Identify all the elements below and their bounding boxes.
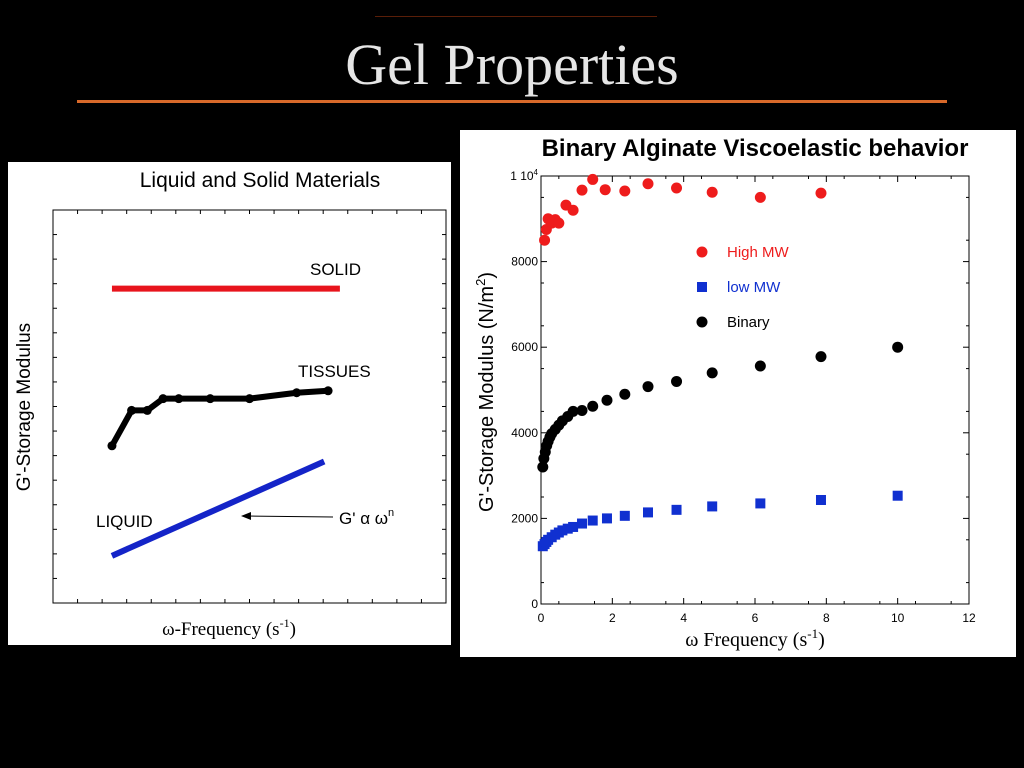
low-mw-point [892, 490, 903, 501]
left-chart-panel: Liquid and Solid Materials SOLID TISSUES… [8, 162, 451, 645]
tissues-point [142, 405, 152, 415]
x-tick-label: 12 [962, 611, 976, 625]
legend-label-low-mw: low MW [727, 279, 781, 296]
liquid-solid-chart: Liquid and Solid Materials SOLID TISSUES… [14, 169, 447, 640]
y-tick-label: 0 [531, 597, 538, 611]
annotation-arrowhead [241, 512, 251, 520]
binary-point [537, 461, 549, 473]
binary-point [601, 394, 613, 406]
left-chart-title: Liquid and Solid Materials [140, 169, 380, 192]
tissues-point [205, 394, 215, 404]
tissues-label: TISSUES [298, 362, 371, 381]
slide-title: Gel Properties [345, 32, 679, 97]
high-mw-point [671, 182, 683, 194]
low-mw-point [643, 507, 653, 518]
tissues-point [107, 441, 117, 451]
x-tick-label: 6 [752, 611, 759, 625]
y-tick-label: 4000 [511, 426, 538, 440]
high-mw-point [599, 184, 611, 196]
right-y-axis-label: G'-Storage Modulus (N/m2) [473, 272, 498, 512]
liquid-label: LIQUID [96, 512, 153, 531]
low-mw-point [619, 510, 630, 521]
tissues-point [245, 394, 254, 404]
high-mw-point [553, 217, 565, 229]
right-plot-frame [540, 175, 970, 605]
low-mw-point [568, 521, 579, 532]
right-legend: High MW low MW Binary [696, 244, 790, 331]
x-tick-label: 4 [680, 611, 687, 625]
legend-label-binary: Binary [727, 314, 770, 331]
tissues-point [158, 394, 168, 404]
alginate-chart: Binary Alginate Viscoelastic behavior 0 2… [473, 135, 976, 651]
high-mw-point [706, 186, 718, 198]
left-frame-ticks [53, 210, 446, 603]
binary-point [671, 375, 683, 387]
low-mw-point [707, 501, 718, 512]
x-tick-label: 8 [823, 611, 830, 625]
left-y-axis-label: G'-Storage Modulus [14, 323, 35, 491]
left-x-axis-label: ω-Frequency (s-1) [162, 616, 296, 640]
x-tick-label: 2 [609, 611, 616, 625]
x-tick-label: 10 [891, 611, 905, 625]
y-tick-label: 6000 [511, 340, 538, 354]
right-x-axis-label: ω Frequency (s-1) [685, 626, 825, 651]
high-mw-point [754, 191, 766, 203]
tissues-line [109, 387, 329, 448]
left-plot-frame [52, 209, 447, 604]
high-mw-point [539, 234, 551, 246]
low-mw-point [601, 513, 612, 524]
binary-point [754, 360, 766, 372]
low-mw-point [755, 498, 766, 509]
legend-marker-low-mw [697, 282, 707, 292]
high-mw-point [619, 185, 631, 197]
legend-marker-high-mw [696, 246, 708, 258]
binary-point [815, 351, 827, 363]
high-mw-point [576, 184, 588, 196]
tissues-point [127, 405, 137, 415]
right-axes-group: 0 2 4 6 8 10 12 0 2000 4000 6000 8000 1 104 [510, 168, 976, 625]
low-mw-point [562, 523, 573, 534]
binary-point [642, 381, 654, 393]
high-mw-point [567, 204, 579, 216]
low-mw-point [577, 518, 588, 529]
y-tick-label: 1 104 [510, 168, 538, 183]
y-tick-label: 8000 [511, 255, 538, 269]
binary-point [587, 400, 599, 412]
high-mw-point [587, 173, 599, 185]
solid-label: SOLID [310, 260, 361, 279]
y-tick-label: 2000 [511, 511, 538, 525]
binary-point [706, 367, 718, 379]
liquid-line [110, 458, 326, 559]
right-series-group [537, 173, 904, 552]
low-mw-point [557, 525, 568, 536]
right-chart-title: Binary Alginate Viscoelastic behavior [542, 135, 969, 162]
right-chart-panel: Binary Alginate Viscoelastic behavior 0 2… [460, 130, 1016, 657]
legend-marker-binary [696, 316, 708, 328]
high-mw-point [815, 187, 827, 199]
low-mw-point [671, 504, 682, 515]
title-underline [77, 100, 947, 103]
low-mw-point [587, 515, 598, 526]
tissues-point [174, 394, 184, 404]
legend-label-high-mw: High MW [727, 244, 790, 261]
top-decorative-line [375, 16, 657, 17]
binary-point [619, 388, 631, 400]
low-mw-point [815, 494, 826, 505]
tissues-point [292, 388, 302, 398]
binary-point [892, 341, 904, 353]
tissues-point [323, 386, 333, 396]
binary-point [576, 405, 588, 417]
left-series-group [107, 285, 340, 559]
binary-point [567, 405, 579, 417]
x-tick-label: 0 [538, 611, 545, 625]
power-law-annotation: G' α ωn [339, 507, 394, 528]
annotation-arrow [247, 515, 334, 518]
high-mw-point [642, 178, 654, 190]
